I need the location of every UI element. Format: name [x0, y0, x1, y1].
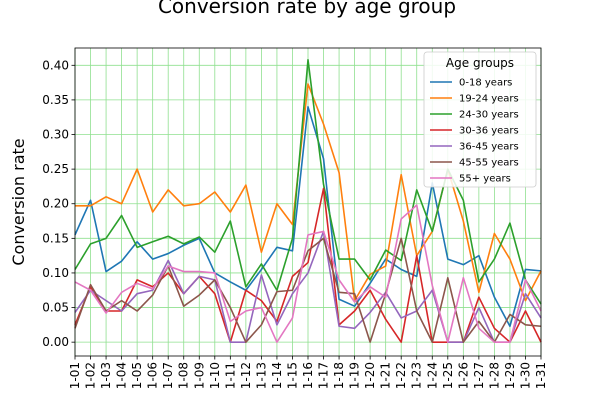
series-line-24-30-years: [74, 58, 542, 305]
y-tick-label: 0.10: [42, 266, 69, 280]
x-tick-label: 1-08: [177, 362, 191, 389]
y-tick-label: 0.20: [42, 197, 69, 211]
x-tick-label: 1-18: [332, 362, 346, 389]
x-tick-label: 1-30: [518, 362, 532, 389]
x-tick-label: 1-04: [115, 362, 129, 389]
legend-entry: 19-24 years: [459, 94, 519, 105]
y-axis-label: Conversion rate: [9, 138, 28, 265]
x-tick-label: 1-03: [99, 362, 113, 389]
x-tick-label: 1-23: [410, 362, 424, 389]
x-tick-label: 1-02: [84, 362, 98, 389]
x-tick-label: 1-22: [394, 362, 408, 389]
legend-entry: 36-45 years: [459, 142, 519, 153]
series-line-0-18-years: [74, 106, 542, 328]
x-tick-label: 1-24: [425, 362, 439, 389]
y-tick-label: 0.15: [42, 231, 69, 245]
x-tick-label: 1-10: [208, 362, 222, 389]
x-tick-label: 1-12: [239, 362, 253, 389]
legend: Age groups 0-18 years 19-24 years 24-30 yea…: [423, 51, 537, 188]
x-tick-label: 1-11: [223, 362, 237, 389]
legend-entry: 0-18 years: [459, 78, 512, 89]
y-tick-label: 0.40: [42, 58, 69, 72]
series-lines: [74, 58, 542, 343]
legend-entry: 55+ years: [459, 174, 511, 185]
x-tick-label: 1-14: [270, 362, 284, 389]
legend-entry: 45-55 years: [459, 158, 519, 169]
x-tick-label: 1-09: [192, 362, 206, 389]
plot-frame: [74, 47, 542, 357]
x-tick-label: 1-31: [534, 362, 548, 389]
x-tick-label: 1-25: [441, 362, 455, 389]
chart-title: Conversion rate by age group: [158, 0, 456, 18]
x-tick-label: 1-19: [348, 362, 362, 389]
series-line-55-years: [74, 204, 542, 343]
y-tick-label: 0.35: [42, 93, 69, 107]
x-tick-label: 1-20: [363, 362, 377, 389]
y-tick-label: 0.05: [42, 301, 69, 315]
x-tick-label: 1-16: [301, 362, 315, 389]
x-tick-label: 1-05: [130, 362, 144, 389]
x-tick-label: 1-01: [68, 362, 82, 389]
legend-box: [423, 51, 537, 188]
legend-title: Age groups: [446, 56, 514, 70]
x-tick-label: 1-26: [456, 362, 470, 389]
x-tick-label: 1-21: [379, 362, 393, 389]
y-tick-label: 0.25: [42, 162, 69, 176]
legend-entry: 24-30 years: [459, 110, 519, 121]
x-tick-label: 1-15: [285, 362, 299, 389]
x-tick-label: 1-27: [472, 362, 486, 389]
series-line-45-55-years: [74, 237, 542, 343]
series-line-19-24-years: [75, 83, 542, 302]
y-tick-label: 0.30: [42, 128, 69, 142]
x-tick-label: 1-28: [487, 362, 501, 389]
axes: 1-01 1-02 1-03 1-04 1-05 1-06 1-07 1-08 1-09 1-10…: [42, 47, 548, 389]
x-tick-label: 1-07: [161, 362, 175, 389]
x-tick-label: 1-06: [146, 362, 160, 389]
legend-entry: 30-36 years: [459, 126, 519, 137]
x-tick-label: 1-29: [503, 362, 517, 389]
x-tick-label: 1-17: [317, 362, 331, 389]
x-tick-label: 1-13: [254, 362, 268, 389]
y-tick-label: 0.00: [42, 335, 69, 349]
